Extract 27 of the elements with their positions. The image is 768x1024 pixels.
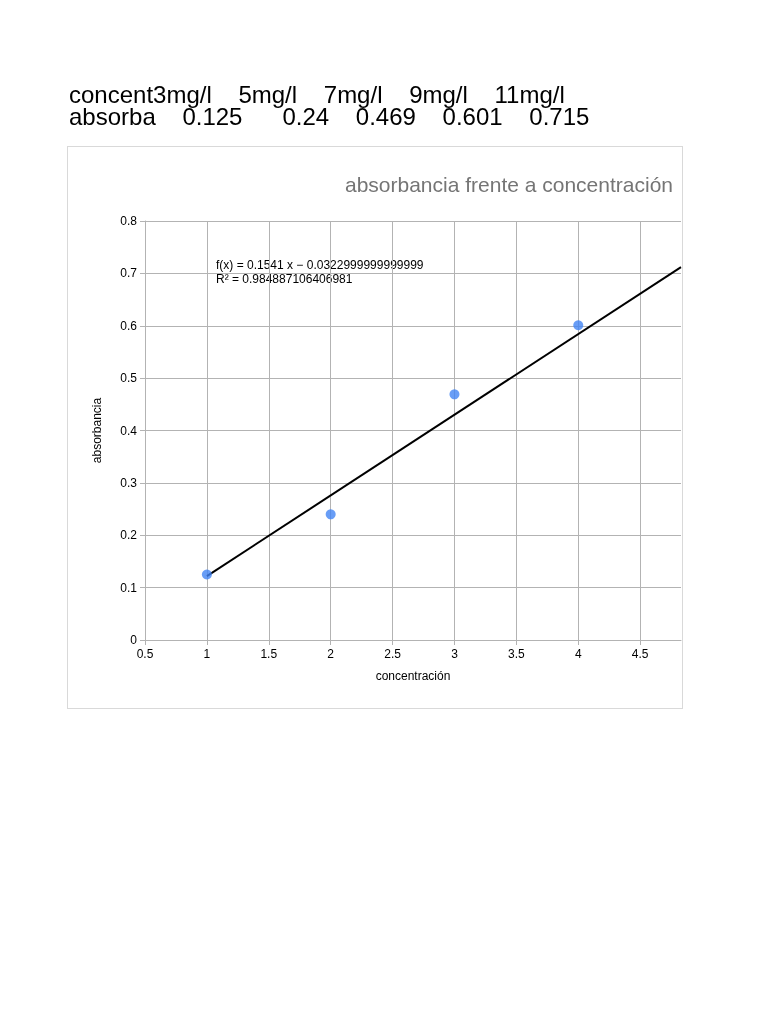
annotation: R² = 0.984887106406981 — [216, 272, 353, 286]
x-tick-label: 3 — [451, 647, 459, 661]
annotation: f(x) = 0.1541 x − 0.0322999999999999 — [216, 258, 424, 272]
y-tick-label: 0.6 — [120, 318, 138, 333]
chart-title: absorbancia frente a concentración — [344, 173, 673, 196]
x-tick-label: 4 — [574, 647, 582, 661]
x-tick-label: 1.5 — [260, 647, 278, 661]
x-tick-label: 2 — [327, 647, 335, 661]
y-tick-label: 0.4 — [120, 423, 138, 438]
y-tick-label: 0.3 — [120, 475, 138, 490]
x-tick-label: 2.5 — [384, 647, 402, 661]
x-tick-label: 4.5 — [631, 647, 649, 661]
point — [573, 320, 584, 331]
y-tick-label: 0.7 — [120, 266, 138, 281]
y-tick-label: 0.1 — [120, 580, 138, 595]
point — [325, 509, 336, 520]
y-axis-title: absorbancia — [90, 397, 104, 464]
y-tick-label: 0.2 — [120, 528, 138, 543]
x-tick-label: 1 — [203, 647, 211, 661]
point — [201, 569, 212, 580]
x-tick-label: 0.5 — [136, 647, 154, 661]
y-tick-label: 0 — [130, 633, 138, 647]
x-tick-label: 3.5 — [508, 647, 526, 661]
point — [449, 389, 460, 400]
y-tick-label: 0.5 — [120, 371, 138, 386]
y-tick-label: 0.8 — [120, 214, 138, 228]
x-axis-title: concentración — [375, 669, 451, 683]
